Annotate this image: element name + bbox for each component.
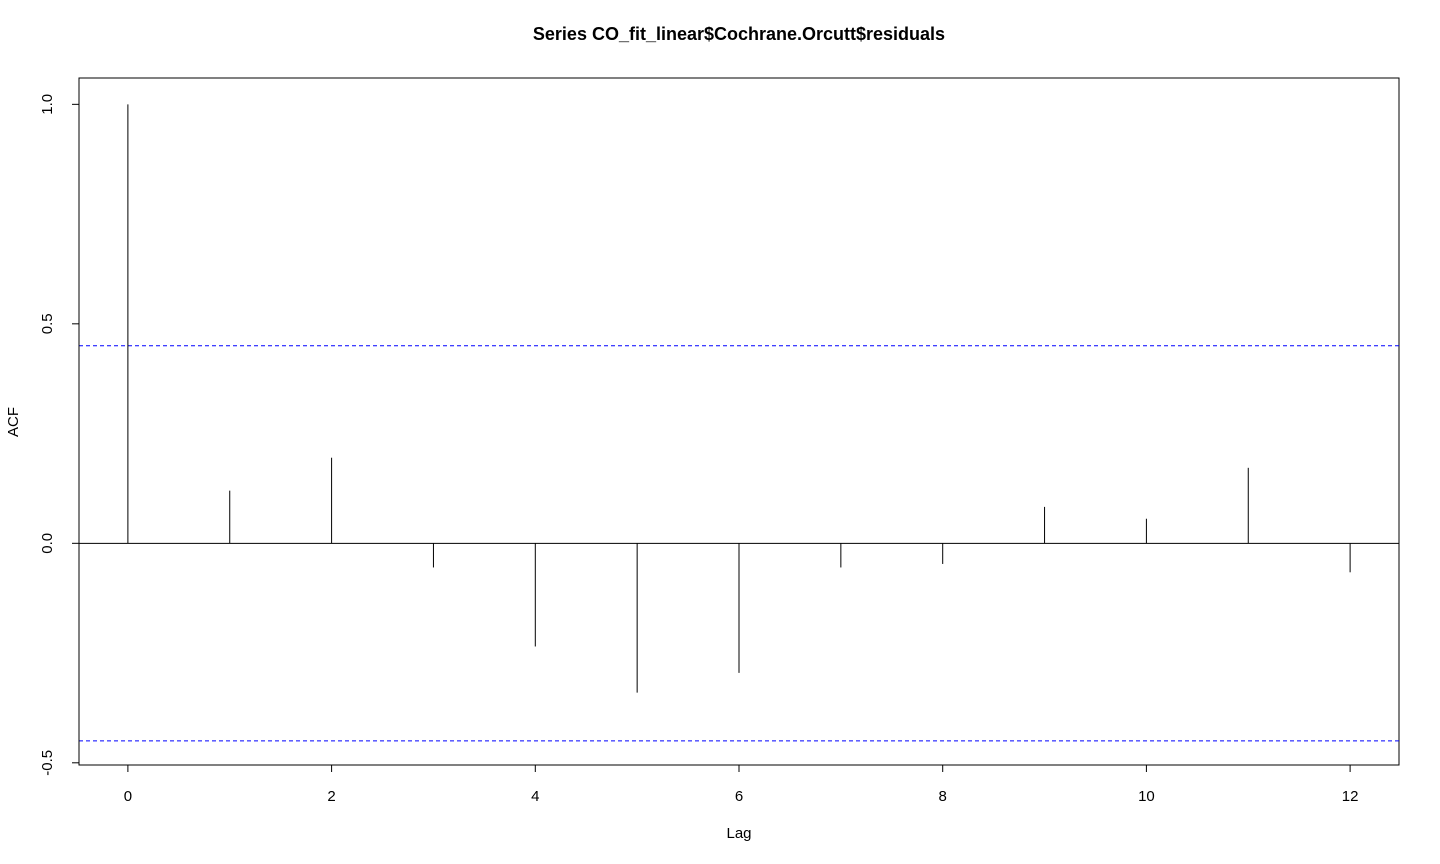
chart-title: Series CO_fit_linear$Cochrane.Orcutt$res… <box>533 24 945 44</box>
x-tick-label: 2 <box>327 788 335 805</box>
y-axis-label: ACF <box>5 407 22 437</box>
y-tick-label: 0.5 <box>39 313 56 334</box>
x-tick-label: 4 <box>531 788 539 805</box>
x-axis: 0 2 4 6 8 10 12 <box>124 764 1359 805</box>
x-tick-label: 8 <box>939 788 947 805</box>
plot-marks <box>79 104 1399 742</box>
y-tick-label: 1.0 <box>39 94 56 115</box>
x-tick-label: 12 <box>1342 788 1359 805</box>
x-tick-label: 10 <box>1138 788 1155 805</box>
y-tick-label: -0.5 <box>39 750 56 776</box>
x-tick-label: 0 <box>124 788 132 805</box>
y-axis: -0.5 0.0 0.5 1.0 <box>39 94 80 776</box>
x-axis-label: Lag <box>726 825 751 842</box>
x-tick-label: 6 <box>735 788 743 805</box>
y-tick-label: 0.0 <box>39 533 56 554</box>
